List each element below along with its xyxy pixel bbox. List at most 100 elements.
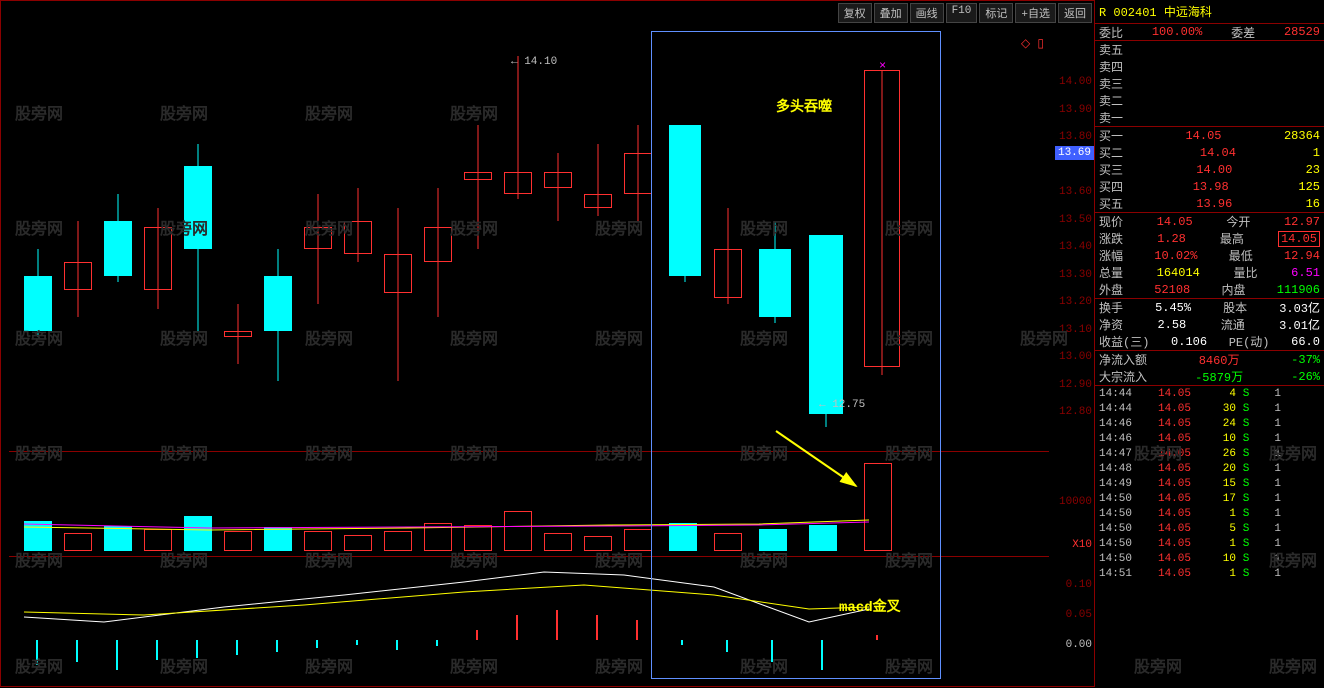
flow-row: 大宗流入-5879万-26%	[1095, 368, 1324, 385]
candle[interactable]	[64, 31, 92, 446]
order-row: 买四13.98125	[1095, 178, 1324, 195]
tick-row: 14:4614.0524S1	[1095, 416, 1324, 431]
volume-bar[interactable]	[504, 511, 532, 551]
volume-bar[interactable]	[714, 533, 742, 551]
candle[interactable]	[144, 31, 172, 446]
candle[interactable]	[304, 31, 332, 446]
stat2-row: 换手5.45%股本3.03亿	[1095, 299, 1324, 316]
y-tick: 14.00	[1059, 76, 1092, 88]
candle[interactable]	[864, 31, 900, 446]
tick-list: 14:4414.054S114:4414.0530S114:4614.0524S…	[1095, 386, 1324, 581]
candle[interactable]	[224, 31, 252, 446]
weicha-label: 委差	[1231, 24, 1255, 41]
order-row: 买五13.9616	[1095, 195, 1324, 212]
y-tick: 12.80	[1059, 406, 1092, 418]
order-row: 卖二	[1095, 92, 1324, 109]
candle-chart[interactable]	[9, 31, 1049, 446]
toolbar-返回[interactable]: 返回	[1058, 3, 1092, 23]
volume-bar[interactable]	[464, 525, 492, 551]
candle[interactable]	[24, 31, 52, 446]
volume-bar[interactable]	[584, 536, 612, 551]
y-tick: 13.20	[1059, 296, 1092, 308]
vol-y-tick: 10000	[1059, 496, 1092, 508]
candle[interactable]	[669, 31, 701, 446]
candle[interactable]	[384, 31, 412, 446]
stock-header[interactable]: R 002401 中远海科	[1095, 0, 1324, 24]
volume-bar[interactable]	[64, 533, 92, 551]
volume-bar[interactable]	[424, 523, 452, 551]
volume-bar[interactable]	[544, 533, 572, 551]
tick-row: 14:4414.054S1	[1095, 386, 1324, 401]
flow-list: 净流入额8460万-37%大宗流入-5879万-26%	[1095, 351, 1324, 386]
volume-bar[interactable]	[104, 526, 132, 551]
tick-row: 14:4414.0530S1	[1095, 401, 1324, 416]
candle[interactable]	[424, 31, 452, 446]
tick-row: 14:5014.0517S1	[1095, 491, 1324, 506]
stat-row: 涨幅10.02%最低12.94	[1095, 247, 1324, 264]
volume-bar[interactable]	[759, 529, 787, 551]
stat-row: 涨跌1.28最高14.05	[1095, 230, 1324, 247]
stat-row: 现价14.05今开12.97	[1095, 213, 1324, 230]
stats2-list: 换手5.45%股本3.03亿净资2.58流通3.01亿收益(三)0.106PE(…	[1095, 299, 1324, 351]
volume-bar[interactable]	[624, 529, 652, 551]
tick-row: 14:5114.051S1	[1095, 566, 1324, 581]
stock-code: 002401	[1113, 6, 1156, 20]
volume-bar[interactable]	[864, 463, 892, 551]
chart-toolbar: 复权叠加画线F10标记+自选返回	[838, 3, 1092, 23]
volume-chart[interactable]	[9, 451, 1049, 551]
toolbar-画线[interactable]: 画线	[910, 3, 944, 23]
stat-row: 外盘52108内盘111906	[1095, 281, 1324, 298]
stock-code-prefix: R	[1099, 6, 1106, 20]
volume-bar[interactable]	[809, 525, 837, 551]
volume-bar[interactable]	[344, 535, 372, 551]
candle[interactable]	[809, 31, 843, 446]
order-row: 卖五	[1095, 41, 1324, 58]
candle[interactable]	[504, 31, 532, 446]
candle[interactable]	[584, 31, 612, 446]
candle[interactable]	[624, 31, 652, 446]
stats-list: 现价14.05今开12.97涨跌1.28最高14.05涨幅10.02%最低12.…	[1095, 213, 1324, 299]
volume-bar[interactable]	[224, 531, 252, 551]
candle[interactable]	[714, 31, 742, 446]
annotation-engulf: 多头吞噬	[776, 96, 832, 116]
volume-bar[interactable]	[384, 531, 412, 551]
order-row: 买三14.0023	[1095, 161, 1324, 178]
y-tick: 12.90	[1059, 379, 1092, 391]
weibi-row: 委比 100.00% 委差 28529	[1095, 24, 1324, 41]
tick-row: 14:4714.0526S1	[1095, 446, 1324, 461]
weibi-value: 100.00%	[1152, 25, 1202, 39]
volume-bar[interactable]	[24, 521, 52, 551]
weibi-label: 委比	[1099, 24, 1123, 41]
stat-row: 总量164014量比6.51	[1095, 264, 1324, 281]
macd-y-tick: 0.00	[1066, 639, 1092, 651]
macd-chart[interactable]	[9, 556, 1049, 681]
order-row: 卖一	[1095, 109, 1324, 126]
y-tick: 13.50	[1059, 214, 1092, 226]
tick-row: 14:4914.0515S1	[1095, 476, 1324, 491]
toolbar-标记[interactable]: 标记	[979, 3, 1013, 23]
candle[interactable]	[464, 31, 492, 446]
annotation-macd: macd金叉	[839, 596, 901, 616]
candle[interactable]	[759, 31, 791, 446]
candle[interactable]	[104, 31, 132, 446]
candle[interactable]	[264, 31, 292, 446]
toolbar-复权[interactable]: 复权	[838, 3, 872, 23]
main-chart-panel: 复权叠加画线F10标记+自选返回 多头吞噬macd金叉← 14.10← 12.7…	[0, 0, 1095, 687]
high-label: ← 14.10	[511, 56, 557, 68]
y-tick: 13.10	[1059, 324, 1092, 336]
toolbar-叠加[interactable]: 叠加	[874, 3, 908, 23]
toolbar-+自选[interactable]: +自选	[1015, 3, 1056, 23]
volume-bar[interactable]	[304, 531, 332, 551]
candle[interactable]	[544, 31, 572, 446]
order-row: 买二14.041	[1095, 144, 1324, 161]
mark-x-icon: ×	[879, 59, 886, 73]
order-row: 买一14.0528364	[1095, 127, 1324, 144]
candle[interactable]	[344, 31, 372, 446]
toolbar-F10[interactable]: F10	[946, 3, 978, 23]
volume-bar[interactable]	[144, 529, 172, 551]
volume-bar[interactable]	[184, 516, 212, 551]
volume-bar[interactable]	[264, 527, 292, 551]
chart-mode-icons[interactable]: ◇ ▯	[1021, 36, 1044, 51]
candle[interactable]	[184, 31, 212, 446]
volume-bar[interactable]	[669, 523, 697, 551]
